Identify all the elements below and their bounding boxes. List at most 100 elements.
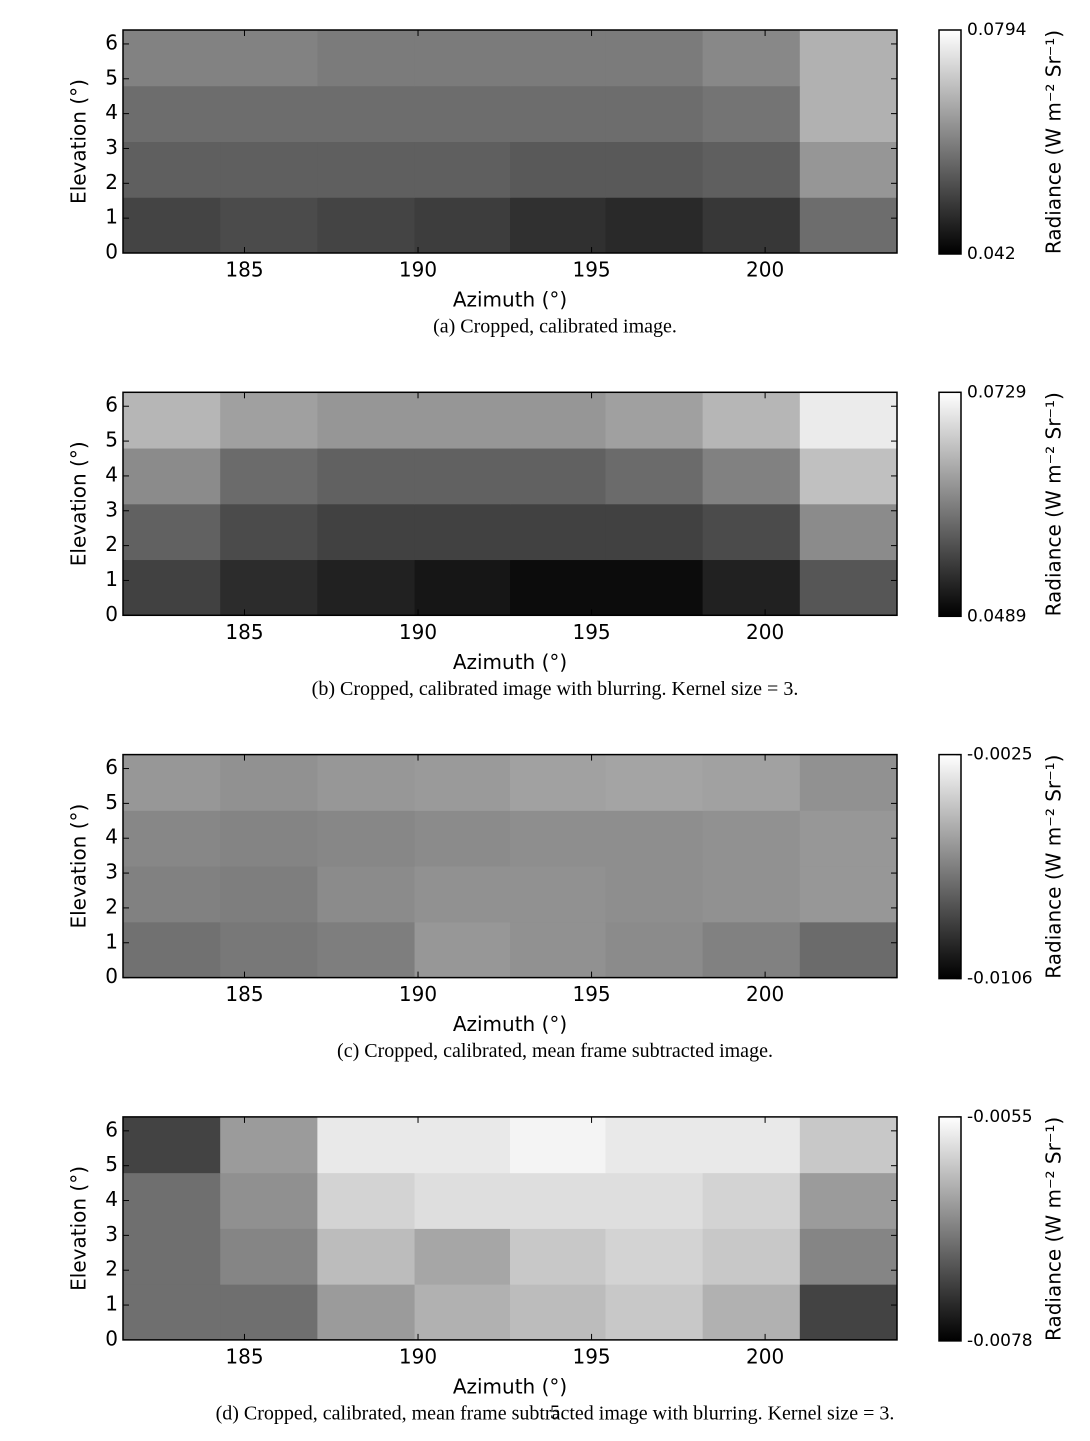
heatmap-cell xyxy=(123,559,221,616)
plot-frame xyxy=(122,29,898,254)
heatmap-cell xyxy=(702,197,801,254)
heatmap-cell xyxy=(220,754,318,811)
x-tick-label: 190 xyxy=(399,620,437,644)
heatmap-cell xyxy=(220,85,318,142)
heatmap-cell xyxy=(605,1284,704,1341)
heatmap-cell xyxy=(414,1172,511,1229)
heatmap-cell xyxy=(123,1172,221,1229)
heatmap-cell xyxy=(317,1172,416,1229)
heatmap-cell xyxy=(510,503,606,561)
heatmap-cell xyxy=(220,921,318,979)
heatmap-cell xyxy=(702,1228,801,1285)
colorbar-tick-label: -0.0078 xyxy=(967,1331,1033,1351)
heatmap-cell xyxy=(605,1172,704,1229)
heatmap-cell xyxy=(220,1284,318,1341)
colorbar-tick-label: 0.042 xyxy=(967,244,1016,264)
heatmap-cell xyxy=(702,448,801,505)
plot-frame xyxy=(122,391,898,617)
heatmap-cell xyxy=(702,559,801,616)
heatmap-cell xyxy=(317,866,416,923)
heatmap-cell xyxy=(317,197,416,254)
heatmap-cell xyxy=(123,85,221,142)
heatmap-cell xyxy=(220,503,318,561)
heatmap-cell xyxy=(414,1228,511,1285)
heatmap-cell xyxy=(123,1284,221,1341)
heatmap-cell xyxy=(414,197,511,254)
heatmap-cell xyxy=(414,1284,511,1341)
colorbar-tick-label: 0.0489 xyxy=(967,606,1026,626)
y-tick-label: 3 xyxy=(105,860,118,884)
heatmap-cell xyxy=(605,754,704,811)
heatmap-cell xyxy=(220,30,318,87)
y-tick-label: 2 xyxy=(105,170,118,194)
caption: (d) Cropped, calibrated, mean frame subt… xyxy=(216,1402,895,1424)
heatmap-cell xyxy=(317,141,416,198)
heatmap-cell xyxy=(414,141,511,198)
heatmap-cell xyxy=(799,1172,898,1229)
heatmap-cell xyxy=(317,559,416,616)
heatmap-cell xyxy=(317,921,416,979)
heatmap-cell xyxy=(799,30,898,87)
colorbar xyxy=(938,29,962,255)
heatmap-cell xyxy=(605,392,704,449)
heatmap-cell xyxy=(605,1116,704,1174)
x-tick-label: 200 xyxy=(746,982,784,1006)
heatmap-cell xyxy=(799,1228,898,1285)
colorbar xyxy=(938,1116,962,1342)
x-tick-label: 195 xyxy=(572,620,610,644)
heatmap-cell xyxy=(510,141,606,198)
heatmap-cell xyxy=(605,85,704,142)
heatmap-cell xyxy=(702,921,801,979)
heatmap-cell xyxy=(123,921,221,979)
x-tick-label: 200 xyxy=(746,620,784,644)
heatmap-cell xyxy=(317,754,416,811)
heatmap-cell xyxy=(220,392,318,449)
x-tick-label: 185 xyxy=(225,258,263,282)
plot-frame xyxy=(122,1116,898,1341)
heatmap-cell xyxy=(220,810,318,867)
y-tick-label: 1 xyxy=(105,1292,118,1316)
heatmap-cell xyxy=(220,197,318,254)
heatmap-cell xyxy=(605,30,704,87)
y-tick-label: 6 xyxy=(105,393,118,417)
x-tick-label: 195 xyxy=(572,258,610,282)
y-tick-label: 6 xyxy=(105,755,118,779)
heatmap-cell xyxy=(220,559,318,616)
x-tick-label: 190 xyxy=(399,982,437,1006)
x-tick-label: 185 xyxy=(225,982,263,1006)
heatmap-cell xyxy=(510,810,606,867)
heatmap-cell xyxy=(317,1116,416,1174)
heatmap-cell xyxy=(510,1172,606,1229)
heatmap-cell xyxy=(414,866,511,923)
heatmap-cell xyxy=(510,1228,606,1285)
colorbar-label: Radiance (W m⁻² Sr⁻¹) xyxy=(1042,754,1066,978)
heatmap-cell xyxy=(510,392,606,449)
heatmap-cell xyxy=(605,448,704,505)
heatmap-cell xyxy=(220,141,318,198)
caption: (a) Cropped, calibrated image. xyxy=(433,316,677,338)
heatmap-cell xyxy=(414,754,511,811)
y-tick-label: 5 xyxy=(105,790,118,814)
heatmap-cell xyxy=(123,1228,221,1285)
colorbar xyxy=(938,753,962,980)
heatmap-cell xyxy=(605,1228,704,1285)
y-tick-label: 4 xyxy=(105,1187,118,1211)
heatmap-cell xyxy=(702,810,801,867)
heatmap-cell xyxy=(605,559,704,616)
heatmap-cell xyxy=(799,448,898,505)
heatmap-cell xyxy=(510,1116,606,1174)
heatmap-cell xyxy=(510,1284,606,1341)
heatmap-cell xyxy=(510,448,606,505)
heatmap-cell xyxy=(123,810,221,867)
x-axis-label: Azimuth (°) xyxy=(453,1374,567,1398)
colorbar-tick-label: -0.0025 xyxy=(967,745,1033,765)
y-axis-label: Elevation (°) xyxy=(67,1166,91,1291)
heatmap-cell xyxy=(510,754,606,811)
heatmap-cell xyxy=(702,1172,801,1229)
plot-frame xyxy=(122,753,898,979)
heatmap-cell xyxy=(702,392,801,449)
heatmap-cell xyxy=(414,392,511,449)
heatmap-cell xyxy=(605,810,704,867)
heatmap-cell xyxy=(799,1116,898,1174)
